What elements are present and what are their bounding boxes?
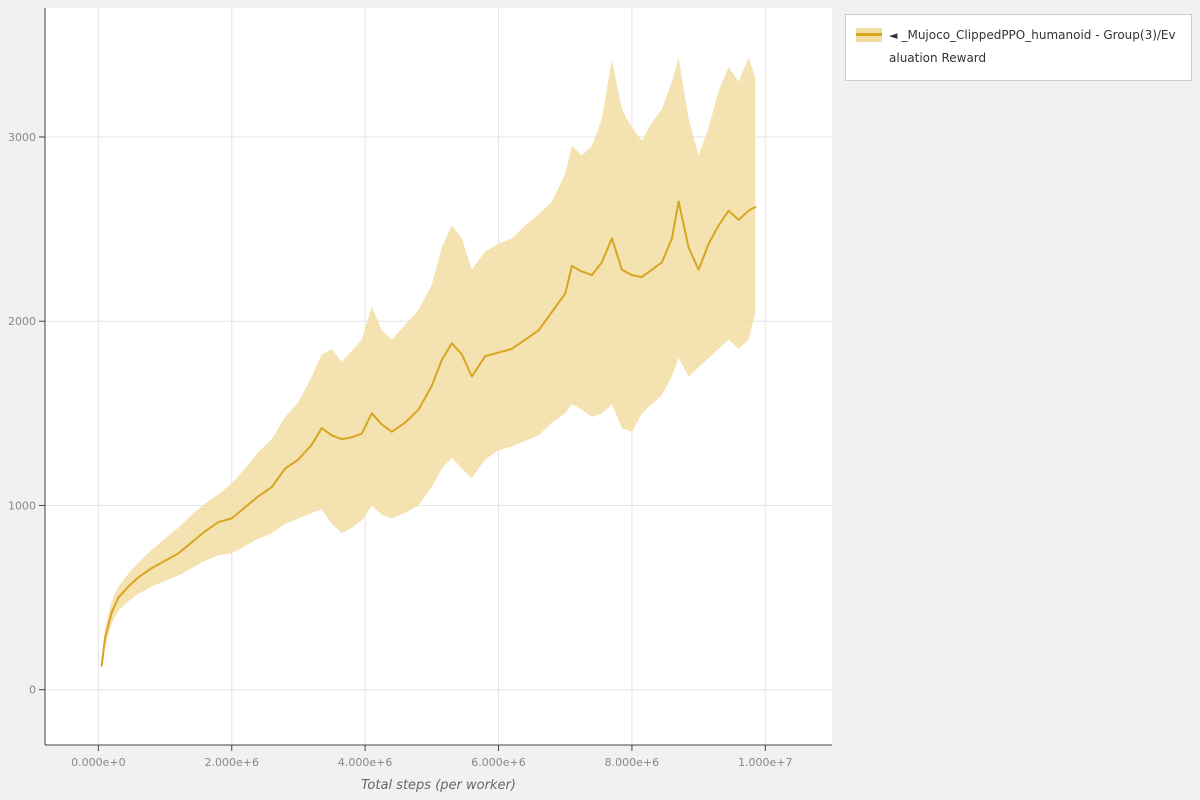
x-tick-label: 6.000e+6 [471, 756, 525, 769]
x-tick-label: 1.000e+7 [738, 756, 792, 769]
x-tick-label: 4.000e+6 [338, 756, 392, 769]
legend-collapse-icon[interactable]: ◄ [889, 29, 898, 42]
x-axis-title: Total steps (per worker) [361, 778, 516, 793]
legend[interactable]: ◄ _Mujoco_ClippedPPO_humanoid - Group(3)/… [845, 14, 1192, 81]
x-tick-label: 8.000e+6 [605, 756, 659, 769]
y-tick-label: 3000 [8, 131, 36, 144]
series-swatch-line-icon [856, 33, 882, 36]
y-tick-label: 1000 [8, 499, 36, 512]
legend-series-label: _Mujoco_ClippedPPO_humanoid - Group(3)/E… [889, 28, 1176, 66]
x-tick-label: 0.000e+0 [71, 756, 125, 769]
reward-band [101, 57, 756, 670]
reward-line [100, 200, 757, 667]
y-tick-label: 0 [29, 684, 36, 697]
legend-item[interactable]: ◄ _Mujoco_ClippedPPO_humanoid - Group(3)/… [856, 24, 1181, 71]
y-tick-label: 2000 [8, 315, 36, 328]
series-swatch-icon [856, 28, 882, 42]
legend-series-entry: ◄ _Mujoco_ClippedPPO_humanoid - Group(3)/… [889, 24, 1181, 71]
x-tick-label: 2.000e+6 [205, 756, 259, 769]
